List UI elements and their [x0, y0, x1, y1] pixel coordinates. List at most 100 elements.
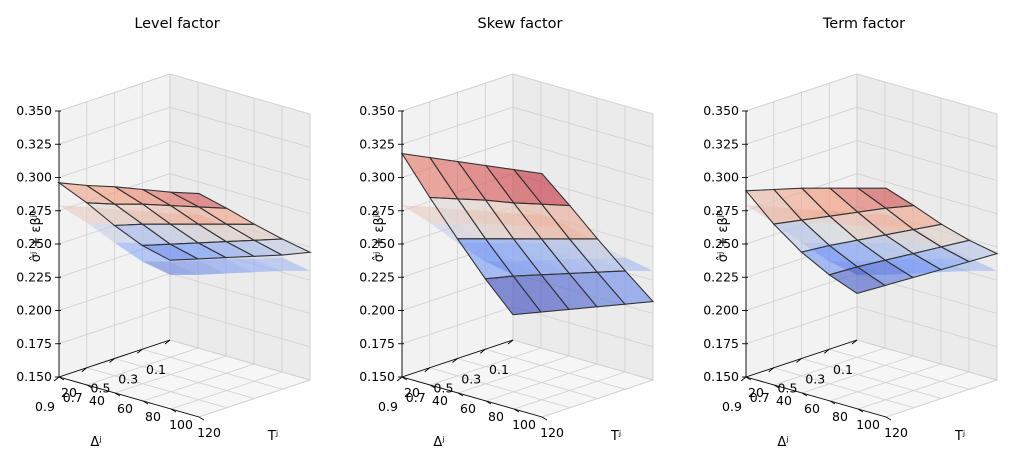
- x-tick-label: 0.3: [805, 371, 825, 386]
- y-tick-mark: [429, 384, 436, 389]
- z-tick-label: 0.150: [359, 369, 395, 384]
- y-tick-label: 80: [145, 409, 161, 424]
- x-tick-label: 0.9: [35, 399, 55, 414]
- chart-panel-2: 0.150 0.175 0.200 0.225 0.250 0.275 0.300 0.325…: [359, 16, 655, 450]
- grid-line-y: [829, 98, 942, 402]
- z-tick-label: 0.275: [16, 203, 52, 218]
- z-axis-label: σ̂ʲ + εβʲ¹: [29, 210, 44, 262]
- x-tick-mark: [424, 367, 431, 373]
- z-tick-label: 0.325: [703, 136, 739, 151]
- surface-facet: [86, 222, 143, 243]
- y-tick-mark: [541, 416, 548, 421]
- grid-line-y: [429, 82, 542, 386]
- x-tick-label: 0.1: [146, 362, 166, 377]
- x-tick-label: 0.1: [833, 362, 853, 377]
- z-tick-label: 0.175: [703, 336, 739, 351]
- z-tick-label: 0.225: [703, 269, 739, 284]
- x-tick-mark: [164, 339, 171, 345]
- x-tick-label: 0.7: [750, 390, 770, 405]
- y-tick-label: 80: [488, 409, 504, 424]
- grid-line-y: [170, 106, 283, 410]
- y-tick-label: 40: [432, 393, 448, 408]
- x-tick-mark: [796, 358, 802, 363]
- chart-title: Skew factor: [478, 16, 563, 32]
- x-tick-mark: [851, 339, 858, 345]
- z-tick-label: 0.325: [16, 136, 52, 151]
- surface-facet: [142, 261, 198, 275]
- grid-line-y: [885, 114, 998, 418]
- y-tick-mark: [485, 400, 492, 405]
- x-tick-label: 0.9: [378, 399, 398, 414]
- surface-facet: [939, 239, 999, 263]
- grid-line-y: [541, 114, 654, 418]
- x-tick-label: 0.9: [722, 399, 742, 414]
- surface-facet: [114, 242, 171, 262]
- x-tick-mark: [823, 348, 830, 354]
- z-tick-label: 0.225: [359, 269, 395, 284]
- shocked-surface: [400, 152, 655, 316]
- x-tick-label: 0.7: [406, 390, 426, 405]
- grid-line-y: [773, 82, 886, 386]
- x-tick-mark: [740, 376, 747, 382]
- y-tick-label: 60: [460, 401, 476, 416]
- x-tick-label: 0.5: [778, 381, 798, 396]
- y-tick-label: 60: [117, 401, 133, 416]
- y-tick-label: 100: [856, 417, 880, 432]
- y-tick-label: 80: [832, 409, 848, 424]
- grid-line-y: [86, 82, 199, 386]
- y-tick-label: 120: [540, 425, 564, 440]
- z-tick-label: 0.250: [703, 236, 739, 251]
- z-tick-label: 0.200: [359, 303, 395, 318]
- grid-line-y: [485, 98, 598, 402]
- surface-facet: [170, 260, 226, 275]
- z-axis-label: σ̂ʲ + εβʲ²: [372, 210, 387, 262]
- y-axis-line: [745, 376, 887, 418]
- x-tick-mark: [53, 376, 60, 382]
- grid-line-y: [457, 90, 570, 394]
- z-tick-label: 0.225: [16, 269, 52, 284]
- surface-facet: [59, 205, 115, 225]
- y-tick-mark: [86, 384, 93, 389]
- x-tick-label: 0.5: [434, 381, 454, 396]
- y-tick-label: 120: [197, 425, 221, 440]
- chart-panel-1: 0.150 0.175 0.200 0.225 0.250 0.275 0.300 0.325…: [16, 16, 313, 450]
- surface-facet: [198, 258, 254, 274]
- z-tick-label: 0.275: [703, 203, 739, 218]
- grid-line-y: [801, 90, 914, 394]
- z-tick-label: 0.300: [16, 170, 52, 185]
- x-axis-label: Δʲ: [777, 435, 788, 450]
- z-tick-label: 0.350: [359, 103, 395, 118]
- y-axis-label: Tʲ: [954, 429, 965, 444]
- x-tick-label: 0.5: [91, 381, 111, 396]
- grid-line-y: [114, 90, 227, 394]
- y-tick-label: 120: [884, 425, 908, 440]
- shocked-surface: [57, 182, 313, 261]
- surface-facet: [254, 257, 310, 271]
- z-tick-label: 0.300: [703, 170, 739, 185]
- y-tick-mark: [885, 416, 892, 421]
- z-tick-label: 0.350: [703, 103, 739, 118]
- y-tick-mark: [829, 400, 836, 405]
- z-tick-label: 0.200: [703, 303, 739, 318]
- surface-facet: [596, 270, 655, 305]
- surface-facet: [252, 238, 313, 256]
- y-tick-mark: [198, 416, 205, 421]
- z-tick-label: 0.250: [16, 236, 52, 251]
- y-tick-mark: [773, 384, 780, 389]
- x-tick-mark: [396, 376, 403, 382]
- z-tick-label: 0.350: [16, 103, 52, 118]
- x-tick-mark: [109, 358, 115, 363]
- x-tick-mark: [768, 367, 775, 373]
- x-tick-label: 0.3: [461, 371, 481, 386]
- z-tick-label: 0.275: [359, 203, 395, 218]
- chart-panel-3: 0.150 0.175 0.200 0.225 0.250 0.275 0.300 0.325…: [703, 16, 999, 450]
- y-tick-mark: [142, 400, 149, 405]
- x-tick-mark: [507, 339, 514, 345]
- chart-title: Level factor: [134, 16, 219, 32]
- y-tick-mark: [457, 392, 464, 397]
- z-tick-label: 0.175: [16, 336, 52, 351]
- z-tick-label: 0.150: [703, 369, 739, 384]
- y-axis-line: [401, 376, 543, 418]
- y-tick-label: 100: [512, 417, 536, 432]
- y-tick-mark: [114, 392, 121, 397]
